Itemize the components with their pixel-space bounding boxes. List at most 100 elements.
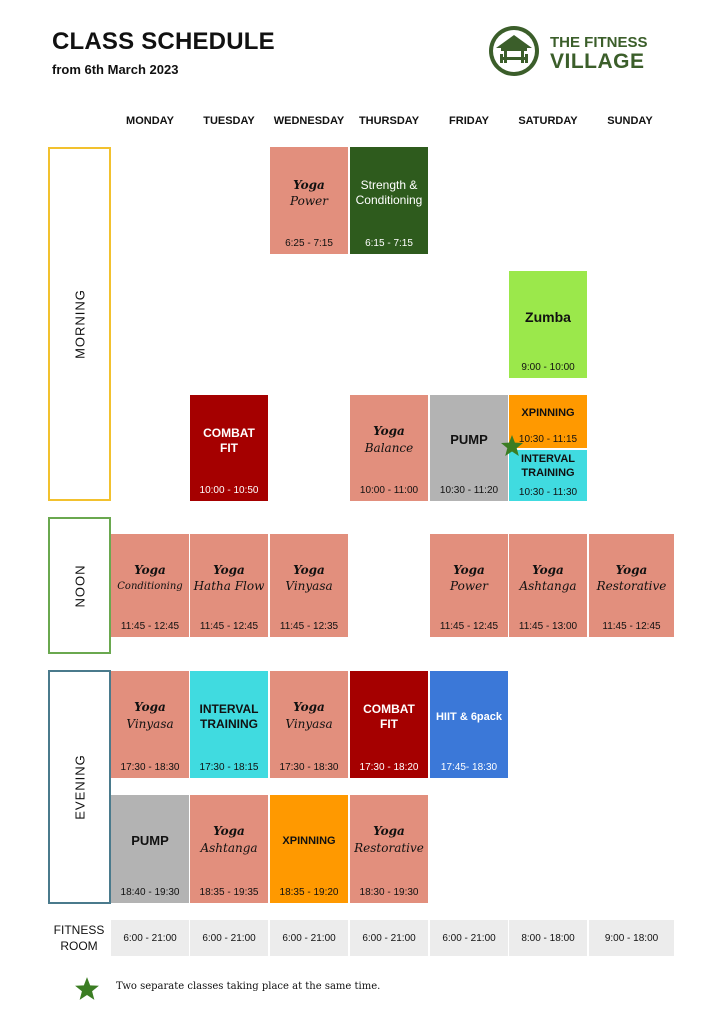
- class-card-tue-eve-interval[interactable]: INTERVAL TRAINING 17:30 - 18:15: [190, 671, 268, 778]
- class-time: 11:45 - 12:45: [602, 621, 661, 632]
- class-name: HIIT & 6pack: [435, 711, 503, 723]
- class-time: 17:30 - 18:30: [279, 762, 339, 773]
- class-card-thu-yoga-balance[interactable]: Yoga Balance 10:00 - 11:00: [350, 395, 428, 501]
- class-time: 6:25 - 7:15: [285, 238, 333, 249]
- fitness-room-label-line2: ROOM: [60, 939, 98, 953]
- legend-star-icon: [74, 976, 100, 1002]
- class-time: 11:45 - 12:45: [199, 621, 259, 632]
- class-time: 17:30 - 18:15: [199, 762, 259, 773]
- class-time: 9:00 - 10:00: [521, 362, 575, 373]
- class-card-sat-interval[interactable]: INTERVAL TRAINING 10:30 - 11:30: [509, 450, 587, 501]
- class-card-wed-eve-xpinning[interactable]: XPINNING 18:35 - 19:20: [270, 795, 348, 903]
- class-card-mon-eve-pump[interactable]: PUMP 18:40 - 19:30: [111, 795, 189, 903]
- period-evening: EVENING: [48, 670, 111, 904]
- class-time: 10:30 - 11:30: [518, 487, 578, 498]
- class-time: 11:45 - 13:00: [518, 621, 578, 632]
- period-morning: MORNING: [48, 147, 111, 501]
- class-time: 18:30 - 19:30: [359, 887, 419, 898]
- period-label-evening: EVENING: [72, 754, 87, 820]
- class-name: Yoga: [293, 563, 325, 577]
- class-time: 10:00 - 11:00: [359, 485, 419, 496]
- legend-note: Two separate classes taking place at the…: [116, 981, 381, 992]
- day-header-sunday: SUNDAY: [607, 115, 653, 127]
- class-time: 11:45 - 12:35: [279, 621, 339, 632]
- fitness-room-hours-saturday: 8:00 - 18:00: [509, 920, 587, 956]
- period-noon: NOON: [48, 517, 111, 654]
- class-name: XPINNING: [282, 835, 336, 847]
- class-subname: Vinyasa: [285, 717, 333, 731]
- class-card-fri-pump[interactable]: PUMP 10:30 - 11:20: [430, 395, 508, 501]
- brand-name-line1: THE FITNESS: [550, 34, 648, 51]
- class-name: Yoga: [213, 563, 245, 577]
- class-card-sat-zumba[interactable]: Zumba 9:00 - 10:00: [509, 271, 587, 378]
- class-card-mon-eve-yoga-vinyasa[interactable]: Yoga Vinyasa 17:30 - 18:30: [111, 671, 189, 778]
- class-name: Yoga: [373, 424, 405, 438]
- fitness-room-hours-sunday: 9:00 - 18:00: [589, 920, 674, 956]
- day-header-tuesday: TUESDAY: [203, 115, 255, 127]
- period-label-morning: MORNING: [72, 289, 87, 359]
- class-subname: Conditioning: [355, 193, 423, 207]
- class-card-wed-yoga-vinyasa[interactable]: Yoga Vinyasa 11:45 - 12:35: [270, 534, 348, 637]
- class-time: 11:45 - 12:45: [439, 621, 499, 632]
- class-name: Zumba: [525, 309, 571, 325]
- class-time: 11:45 - 12:45: [120, 621, 180, 632]
- class-card-thu-eve-combat[interactable]: COMBAT FIT 17:30 - 18:20: [350, 671, 428, 778]
- class-card-tue-yoga-hatha[interactable]: Yoga Hatha Flow 11:45 - 12:45: [190, 534, 268, 637]
- class-subname: TRAINING: [200, 717, 258, 731]
- class-card-sat-xpinning[interactable]: XPINNING 10:30 - 11:15: [509, 395, 587, 448]
- class-card-thu-eve-yoga-restorative[interactable]: Yoga Restorative 18:30 - 19:30: [350, 795, 428, 903]
- class-name: Yoga: [293, 700, 325, 714]
- class-subname: Vinyasa: [285, 579, 333, 593]
- period-label-noon: NOON: [72, 564, 87, 607]
- class-time: 17:45- 18:30: [440, 762, 498, 773]
- day-header-thursday: THURSDAY: [358, 115, 420, 127]
- class-name: COMBAT: [363, 702, 415, 716]
- class-time: 17:30 - 18:20: [359, 762, 419, 773]
- class-subname: Conditioning: [117, 581, 183, 592]
- class-name: INTERVAL: [521, 453, 575, 465]
- class-name: INTERVAL: [199, 702, 259, 716]
- class-card-wed-yoga-power[interactable]: Yoga Power 6:25 - 7:15: [270, 147, 348, 254]
- fitness-room-label: FITNESS ROOM: [48, 922, 110, 954]
- fitness-village-logo-icon: [487, 24, 541, 78]
- day-header-wednesday: WEDNESDAY: [273, 115, 345, 127]
- class-subname: Hatha Flow: [193, 579, 265, 593]
- class-subname: FIT: [220, 441, 238, 455]
- class-name: Yoga: [134, 700, 166, 714]
- class-time: 10:00 - 10:50: [199, 485, 259, 496]
- class-subname: FIT: [380, 717, 398, 731]
- class-card-tue-combat[interactable]: COMBAT FIT 10:00 - 10:50: [190, 395, 268, 501]
- class-card-thu-strength[interactable]: Strength & Conditioning 6:15 - 7:15: [350, 147, 428, 254]
- class-time: 17:30 - 18:30: [120, 762, 180, 773]
- brand-name-line2: VILLAGE: [550, 50, 645, 73]
- class-subname: Restorative: [596, 579, 667, 593]
- class-name: Yoga: [615, 563, 648, 577]
- class-name: XPINNING: [521, 407, 575, 419]
- class-time: 10:30 - 11:20: [439, 485, 499, 496]
- class-card-sat-yoga-ashtanga[interactable]: Yoga Ashtanga 11:45 - 13:00: [509, 534, 587, 637]
- class-time: 6:15 - 7:15: [365, 238, 413, 249]
- class-card-tue-eve-yoga-ashtanga[interactable]: Yoga Ashtanga 18:35 - 19:35: [190, 795, 268, 903]
- class-name: Yoga: [213, 824, 245, 838]
- class-name: Yoga: [134, 563, 166, 577]
- class-subname: Restorative: [354, 841, 424, 855]
- class-name: Yoga: [453, 563, 485, 577]
- day-header-saturday: SATURDAY: [518, 115, 578, 127]
- fitness-room-label-line1: FITNESS: [53, 923, 105, 937]
- page-subtitle: from 6th March 2023: [52, 62, 179, 77]
- class-time: 18:40 - 19:30: [120, 887, 180, 898]
- class-card-mon-yoga-conditioning[interactable]: Yoga Conditioning 11:45 - 12:45: [111, 534, 189, 637]
- class-subname: Ashtanga: [519, 579, 577, 593]
- class-card-fri-eve-hiit[interactable]: HIIT & 6pack 17:45- 18:30: [430, 671, 508, 778]
- fitness-room-hours-monday: 6:00 - 21:00: [111, 920, 189, 956]
- class-card-fri-yoga-power[interactable]: Yoga Power 11:45 - 12:45: [430, 534, 508, 637]
- class-name: PUMP: [131, 833, 169, 848]
- star-icon: [500, 434, 524, 458]
- class-subname: Balance: [364, 441, 414, 455]
- class-name: Yoga: [373, 824, 405, 838]
- class-card-sun-yoga-restorative[interactable]: Yoga Restorative 11:45 - 12:45: [589, 534, 674, 637]
- class-time: 18:35 - 19:35: [199, 887, 259, 898]
- class-card-wed-eve-yoga-vinyasa[interactable]: Yoga Vinyasa 17:30 - 18:30: [270, 671, 348, 778]
- class-subname: Power: [450, 579, 488, 593]
- class-subname: TRAINING: [521, 467, 575, 479]
